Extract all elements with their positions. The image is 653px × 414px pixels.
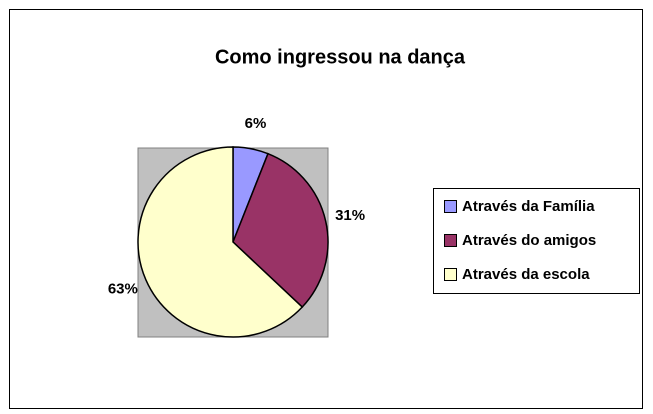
data-label: 31%	[335, 207, 365, 224]
chart-title: Como ingressou na dança	[215, 46, 466, 68]
legend-swatch	[444, 268, 457, 281]
legend-label: Através do amigos	[462, 232, 596, 249]
pie-slice	[232, 152, 329, 309]
legend-swatch	[444, 234, 457, 247]
pie-slice	[137, 146, 304, 338]
legend	[433, 188, 640, 294]
legend-swatch	[444, 200, 457, 213]
legend-label: Através da Família	[462, 198, 595, 215]
data-label: 63%	[108, 281, 138, 298]
legend-label: Através da escola	[462, 266, 590, 283]
data-label: 6%	[245, 115, 267, 132]
